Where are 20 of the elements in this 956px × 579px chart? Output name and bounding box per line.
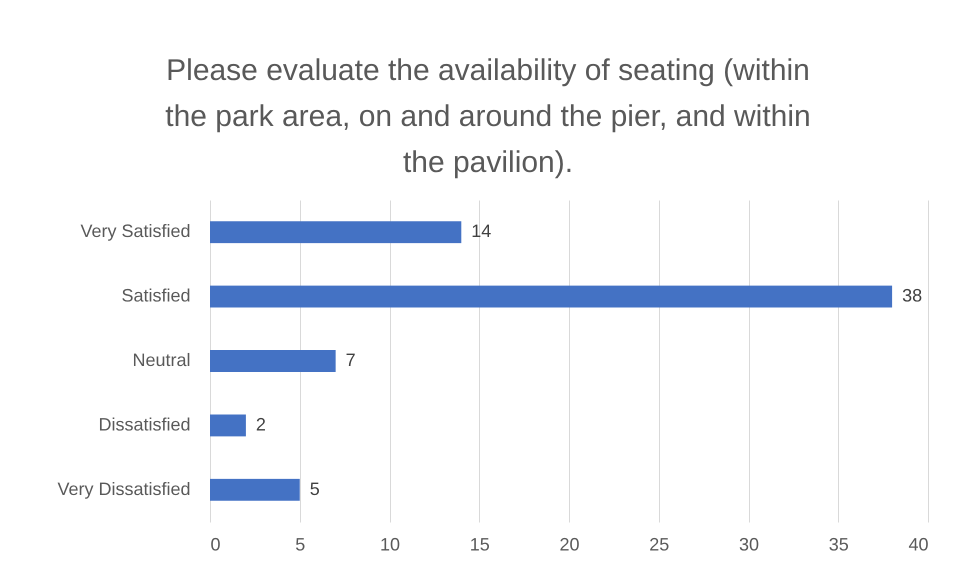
x-tick-label: 25 bbox=[649, 534, 670, 554]
x-tick-label: 35 bbox=[828, 534, 849, 554]
x-tick-label: 40 bbox=[908, 534, 928, 554]
x-tick-label: 20 bbox=[559, 534, 580, 554]
data-label: 38 bbox=[902, 286, 922, 306]
data-label: 5 bbox=[310, 478, 320, 499]
chart-title: Please evaluate the availability of seating (within the park area, on and around the pier, and within the pavilion). bbox=[165, 54, 811, 179]
y-tick-label: Satisfied bbox=[121, 286, 190, 306]
x-tick-label: 10 bbox=[380, 534, 400, 554]
y-tick-label: Neutral bbox=[132, 350, 190, 370]
x-tick-label: 30 bbox=[738, 534, 760, 554]
x-tick-label: 0 bbox=[210, 534, 221, 554]
y-tick-label: Very Dissatisfied bbox=[57, 478, 190, 499]
y-tick-label: Very Satisfied bbox=[80, 221, 190, 242]
data-label: 2 bbox=[256, 414, 266, 434]
data-label: 14 bbox=[471, 221, 492, 242]
y-tick-label: Dissatisfied bbox=[98, 414, 190, 434]
data-label: 7 bbox=[346, 350, 356, 370]
x-tick-label: 5 bbox=[295, 534, 306, 554]
x-tick-label: 15 bbox=[470, 534, 490, 554]
